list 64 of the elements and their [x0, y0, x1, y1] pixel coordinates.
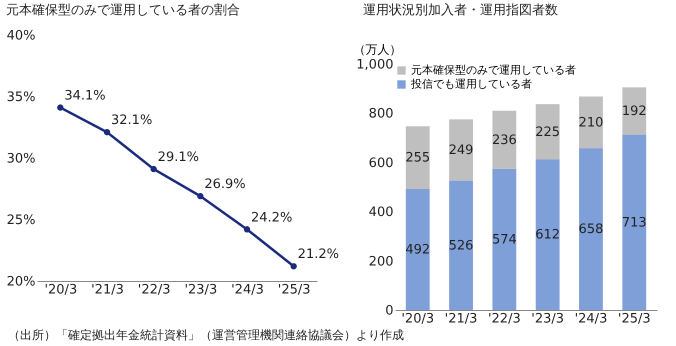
- data-label: 225: [535, 124, 560, 140]
- data-label: 21.2%: [298, 247, 339, 262]
- data-label: 210: [578, 115, 604, 130]
- y-tick-label: 0: [385, 304, 394, 318]
- bar: [579, 148, 603, 310]
- data-label: 612: [535, 228, 560, 243]
- y-tick-label: 200: [368, 254, 394, 270]
- chart-title: 元本確保型のみで運用している者の割合: [6, 3, 240, 18]
- x-tick-label: '22/3: [488, 312, 521, 326]
- text: （出所）「確定拠出年金統計資料」（運営管理機関連絡協議会）より作成: [8, 327, 405, 344]
- bar: [536, 159, 560, 310]
- bar: [492, 168, 516, 310]
- bar: [406, 126, 430, 189]
- x-tick-label: '23/3: [531, 312, 564, 326]
- x-tick-label: '20/3: [44, 282, 78, 298]
- data-label: 192: [622, 104, 647, 119]
- bar: [622, 134, 646, 310]
- y-tick-label: 800: [368, 106, 394, 122]
- point: [290, 263, 297, 270]
- legend-label: 元本確保型のみで運用している者: [411, 64, 576, 76]
- point: [244, 226, 250, 232]
- point: [104, 129, 110, 136]
- y-tick-label: 35%: [6, 90, 36, 105]
- data-label: 526: [448, 238, 474, 254]
- y-tick-label: 25%: [6, 213, 36, 228]
- y-tick-label: 20%: [6, 274, 36, 290]
- bar: [492, 110, 516, 169]
- x-tick-label: '24/3: [574, 312, 608, 326]
- x-tick-label: '21/3: [444, 312, 478, 326]
- bar: [449, 119, 473, 181]
- legend-label: 投信でも運用している者: [410, 78, 532, 90]
- data-label: 658: [578, 222, 604, 238]
- y-axis-title: （万人）: [354, 42, 402, 56]
- bar: [579, 96, 603, 148]
- data-label: 236: [492, 132, 517, 148]
- y-tick-label: 600: [368, 156, 394, 171]
- x-tick-label: '25/3: [618, 312, 651, 326]
- data-label: 255: [405, 150, 430, 166]
- bar: [449, 180, 473, 310]
- x-tick-label: '22/3: [138, 282, 171, 298]
- data-label: 26.9%: [204, 177, 246, 192]
- point: [197, 192, 204, 200]
- x-tick-label: '24/3: [231, 282, 264, 298]
- y-tick-label: 30%: [6, 152, 36, 166]
- y-tick-label: 400: [368, 205, 394, 220]
- data-label: 492: [405, 242, 430, 258]
- y-tick-label: 40%: [6, 28, 36, 44]
- x-tick-label: '21/3: [91, 282, 124, 298]
- chart-title: 運用状況別加入者・運用指図者数: [363, 3, 558, 18]
- point: [150, 166, 157, 172]
- data-label: 249: [448, 142, 474, 158]
- point: [57, 104, 64, 111]
- x-tick-label: '25/3: [278, 282, 311, 298]
- x-tick-label: '23/3: [184, 282, 218, 298]
- data-label: 24.2%: [251, 210, 292, 226]
- data-label: 29.1%: [158, 150, 199, 166]
- data-label: 34.1%: [64, 88, 106, 104]
- data-label: 32.1%: [111, 113, 152, 128]
- data-label: 713: [622, 215, 647, 230]
- data-label: 574: [492, 232, 517, 248]
- bar: [536, 104, 560, 160]
- bar: [406, 188, 430, 310]
- y-tick-label: 1,000: [356, 58, 394, 72]
- x-tick-label: '20/3: [401, 312, 434, 326]
